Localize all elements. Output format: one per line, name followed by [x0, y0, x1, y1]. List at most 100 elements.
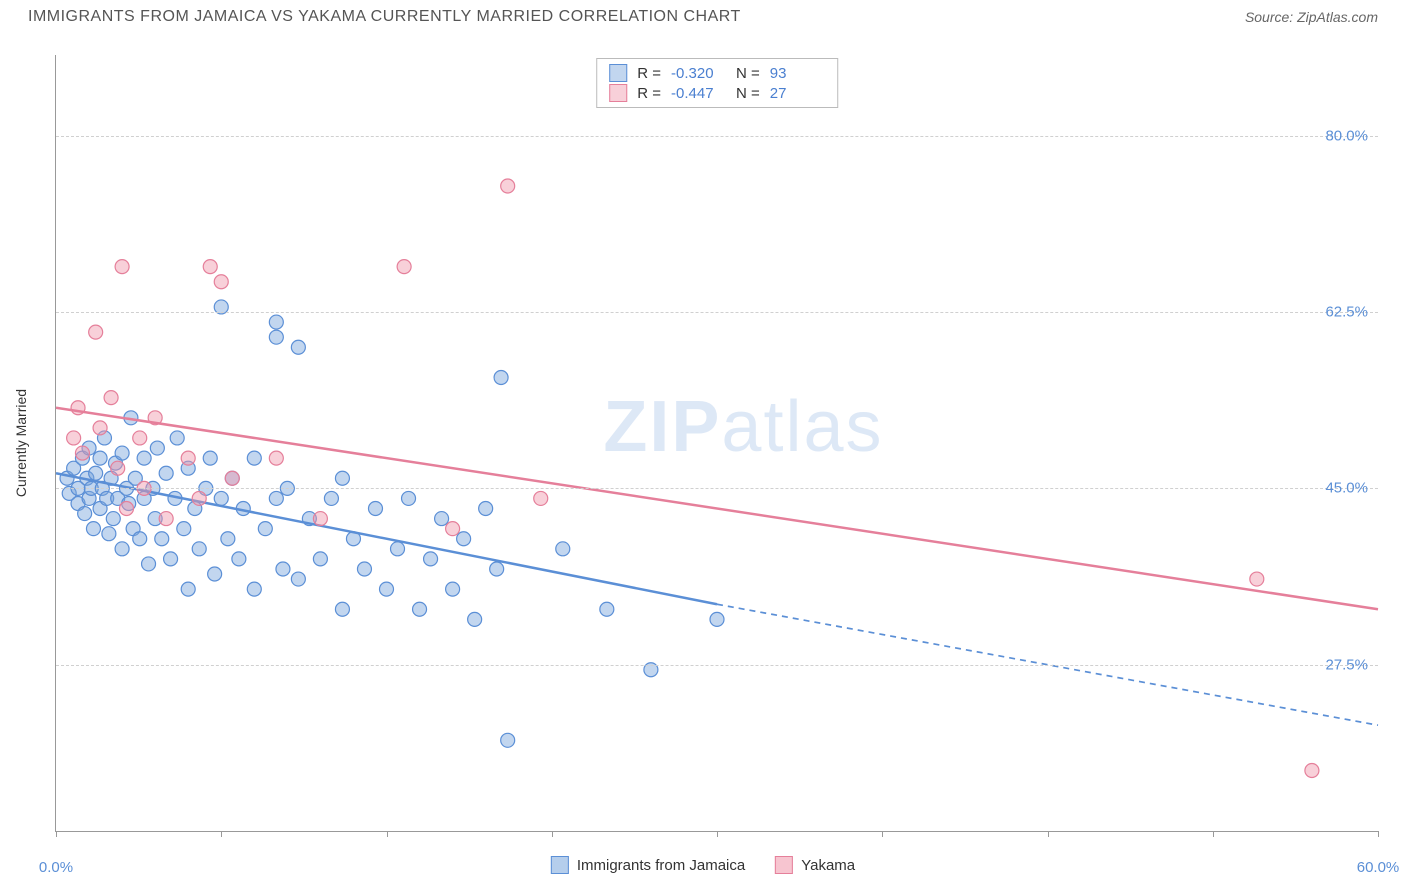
r-value: -0.320 [671, 65, 726, 82]
data-point [446, 582, 460, 596]
data-point [457, 532, 471, 546]
scatter-plot-svg [56, 55, 1378, 831]
data-point [78, 507, 92, 521]
data-point [159, 512, 173, 526]
data-point [86, 522, 100, 536]
data-point [106, 512, 120, 526]
data-point [247, 582, 261, 596]
data-point [534, 491, 548, 505]
data-point [93, 451, 107, 465]
data-point [368, 502, 382, 516]
x-tick [387, 831, 388, 837]
source-attribution: Source: ZipAtlas.com [1245, 9, 1378, 25]
data-point [380, 582, 394, 596]
legend-stat-row: R = -0.447 N = 27 [609, 83, 825, 103]
x-tick [1048, 831, 1049, 837]
data-point [269, 451, 283, 465]
r-value: -0.447 [671, 85, 726, 102]
data-point [155, 532, 169, 546]
y-axis-label: Currently Married [13, 389, 29, 497]
data-point [435, 512, 449, 526]
data-point [214, 275, 228, 289]
data-point [479, 502, 493, 516]
n-label: N = [736, 85, 760, 102]
data-point [75, 446, 89, 460]
data-point [170, 431, 184, 445]
data-point [468, 612, 482, 626]
data-point [181, 582, 195, 596]
data-point [67, 431, 81, 445]
series-legend: Immigrants from Jamaica Yakama [551, 856, 855, 874]
data-point [232, 552, 246, 566]
data-point [89, 325, 103, 339]
data-point [104, 391, 118, 405]
legend-stat-row: R = -0.320 N = 93 [609, 63, 825, 83]
n-value: 93 [770, 65, 825, 82]
data-point [177, 522, 191, 536]
x-tick-label: 0.0% [39, 859, 73, 876]
data-point [192, 491, 206, 505]
data-point [446, 522, 460, 536]
data-point [159, 466, 173, 480]
y-tick-label: 45.0% [1325, 480, 1368, 497]
data-point [150, 441, 164, 455]
data-point [181, 451, 195, 465]
data-point [402, 491, 416, 505]
legend-item: Immigrants from Jamaica [551, 856, 745, 874]
x-tick [717, 831, 718, 837]
data-point [203, 451, 217, 465]
x-tick-label: 60.0% [1357, 859, 1400, 876]
data-point [269, 315, 283, 329]
chart-plot-area: Currently Married ZIPatlas R =-0.320N =9… [55, 55, 1378, 832]
data-point [93, 421, 107, 435]
data-point [221, 532, 235, 546]
y-tick-label: 80.0% [1325, 127, 1368, 144]
gridline [56, 488, 1378, 489]
legend-swatch [551, 856, 569, 874]
data-point [115, 542, 129, 556]
data-point [291, 572, 305, 586]
data-point [1305, 764, 1319, 778]
data-point [335, 471, 349, 485]
r-label: R = [637, 85, 661, 102]
data-point [276, 562, 290, 576]
data-point [490, 562, 504, 576]
data-point [133, 431, 147, 445]
n-label: N = [736, 65, 760, 82]
data-point [291, 340, 305, 354]
data-point [501, 733, 515, 747]
data-point [424, 552, 438, 566]
x-tick [221, 831, 222, 837]
legend-swatch [609, 64, 627, 82]
chart-title: IMMIGRANTS FROM JAMAICA VS YAKAMA CURREN… [28, 8, 741, 26]
legend-label: Yakama [801, 857, 855, 874]
legend-swatch [609, 84, 627, 102]
data-point [335, 602, 349, 616]
legend-label: Immigrants from Jamaica [577, 857, 745, 874]
data-point [269, 330, 283, 344]
n-value: 27 [770, 85, 825, 102]
data-point [313, 512, 327, 526]
gridline [56, 136, 1378, 137]
y-tick-label: 27.5% [1325, 656, 1368, 673]
data-point [258, 522, 272, 536]
data-point [397, 260, 411, 274]
gridline [56, 312, 1378, 313]
data-point [225, 471, 239, 485]
data-point [192, 542, 206, 556]
x-tick [1213, 831, 1214, 837]
data-point [494, 370, 508, 384]
data-point [203, 260, 217, 274]
title-bar: IMMIGRANTS FROM JAMAICA VS YAKAMA CURREN… [0, 0, 1406, 34]
data-point [247, 451, 261, 465]
data-point [214, 491, 228, 505]
r-label: R = [637, 65, 661, 82]
data-point [413, 602, 427, 616]
x-tick [552, 831, 553, 837]
data-point [89, 466, 103, 480]
x-tick [1378, 831, 1379, 837]
data-point [133, 532, 147, 546]
data-point [111, 461, 125, 475]
x-tick [56, 831, 57, 837]
correlation-legend: R = -0.320 N = 93 R = -0.447 N = 27 [596, 58, 838, 108]
